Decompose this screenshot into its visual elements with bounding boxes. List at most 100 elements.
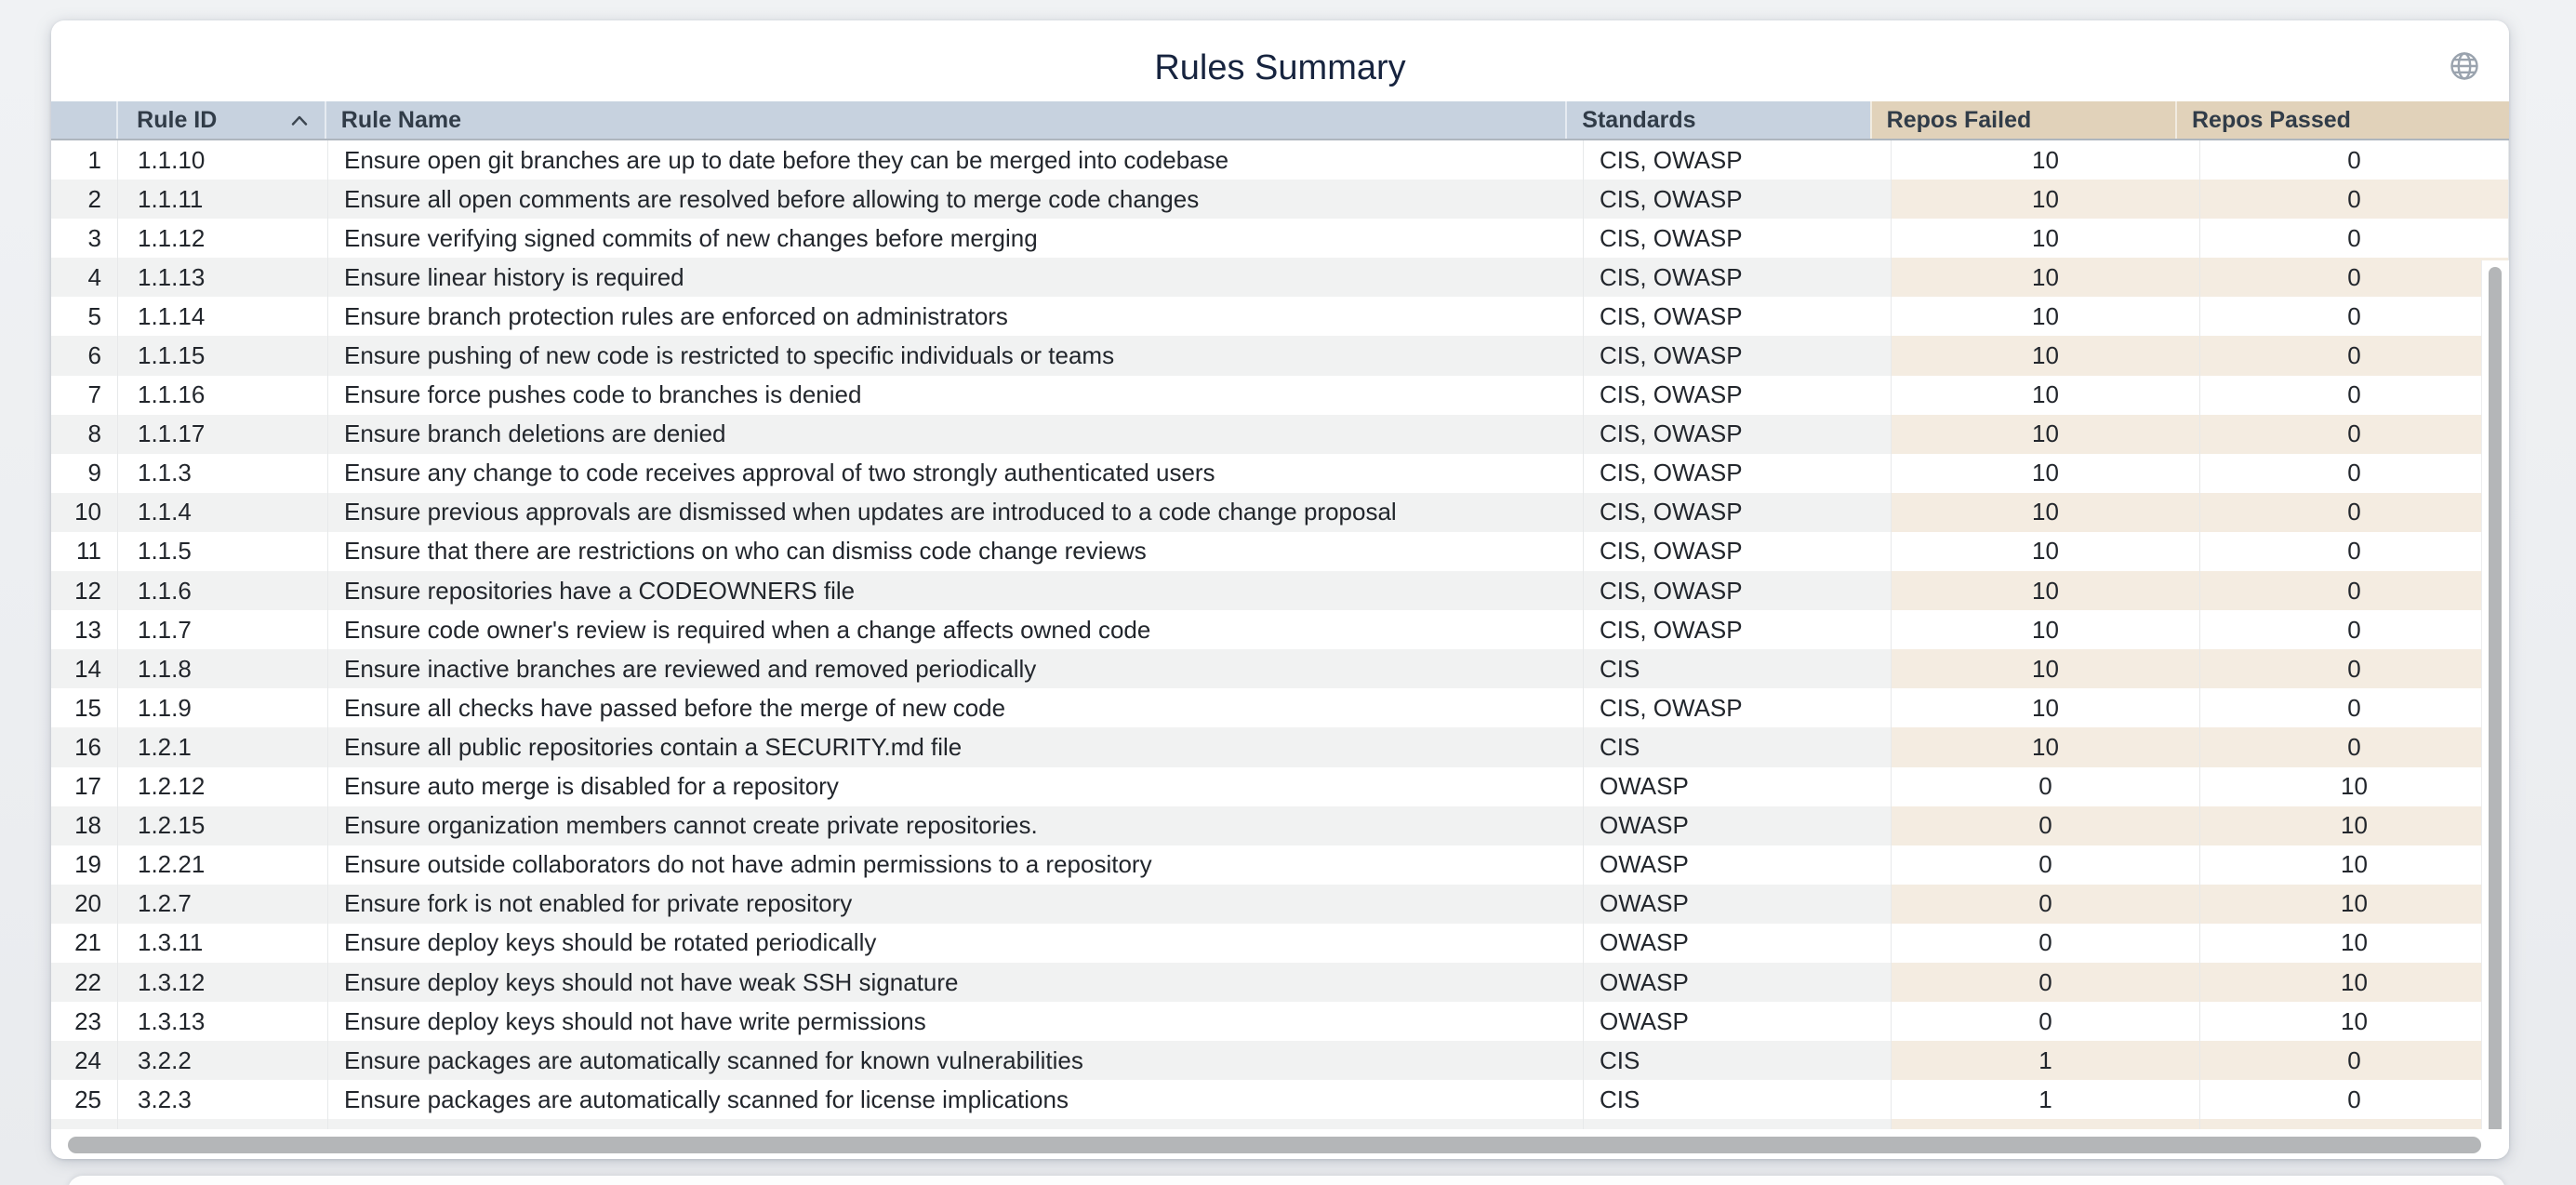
cell-standards: OWASP — [1583, 962, 1891, 1003]
cell-row-number: 20 — [51, 884, 117, 924]
cell-rule-id: 1.1.5 — [117, 531, 327, 572]
cell-standards: CIS, OWASP — [1583, 414, 1891, 454]
cell-row-number: 24 — [51, 1041, 117, 1081]
cell-row-number: 10 — [51, 492, 117, 532]
cell-rule-id: 1.1.14 — [117, 297, 327, 337]
cell-rule-name: Ensure previous approvals are dismissed … — [327, 492, 1583, 532]
cell-repos-failed: 10 — [1891, 688, 2199, 728]
table-row: 20 1.2.7 Ensure fork is not enabled for … — [51, 884, 2509, 924]
cell-rule-id: 1.1.9 — [117, 688, 327, 728]
cell-rule-name: Ensure packages are automatically scanne… — [327, 1041, 1583, 1081]
cell-rule-name: Ensure fork is not enabled for private r… — [327, 884, 1583, 924]
cell-rule-id: 1.2.15 — [117, 806, 327, 845]
cell-rule-name: Ensure outside collaborators do not have… — [327, 845, 1583, 885]
table-row: 1 1.1.10 Ensure open git branches are up… — [51, 140, 2509, 180]
cell-rule-name: Ensure branch protection rules are enfor… — [327, 297, 1583, 337]
cell-standards: OWASP — [1583, 845, 1891, 885]
cell-repos-failed: 0 — [1891, 1002, 2199, 1042]
column-header-rule-id[interactable]: Rule ID — [116, 101, 325, 139]
cell-standards: CIS — [1583, 1041, 1891, 1081]
cell-repos-failed: 10 — [1891, 336, 2199, 376]
table-row: 2 1.1.11 Ensure all open comments are re… — [51, 180, 2509, 220]
horizontal-scrollbar-thumb[interactable] — [68, 1137, 2481, 1153]
cell-row-number: 23 — [51, 1002, 117, 1042]
cell-standards: CIS, OWASP — [1583, 688, 1891, 728]
cell-standards: OWASP — [1583, 1002, 1891, 1042]
cell-rule-name: Ensure all checks have passed before the… — [327, 688, 1583, 728]
cell-row-number: 4 — [51, 258, 117, 298]
table-row: 6 1.1.15 Ensure pushing of new code is r… — [51, 336, 2509, 376]
cell-rule-id: 1.3.13 — [117, 1002, 327, 1042]
cell-standards: OWASP — [1583, 766, 1891, 806]
globe-button[interactable] — [2446, 48, 2483, 86]
cell-row-number: 6 — [51, 336, 117, 376]
cell-rule-id: 1.1.15 — [117, 336, 327, 376]
cell-repos-failed: 0 — [1891, 806, 2199, 845]
table-row: 7 1.1.16 Ensure force pushes code to bra… — [51, 375, 2509, 415]
table-header-row: Rule ID Rule Name Standards Repos Failed… — [51, 101, 2509, 140]
cell-repos-passed: 0 — [2199, 531, 2509, 572]
cell-row-number: 5 — [51, 297, 117, 337]
cell-standards: CIS — [1583, 1080, 1891, 1120]
column-header-rule-name[interactable]: Rule Name — [324, 101, 1566, 139]
table-row: 4 1.1.13 Ensure linear history is requir… — [51, 258, 2509, 298]
column-header-repos-failed[interactable]: Repos Failed — [1869, 101, 2175, 139]
cell-row-number: 2 — [51, 180, 117, 220]
cell-repos-failed: 1 — [1891, 1080, 2199, 1120]
column-header-standards[interactable]: Standards — [1565, 101, 1870, 139]
vertical-scrollbar-thumb[interactable] — [2489, 267, 2502, 1129]
cell-row-number: 13 — [51, 610, 117, 650]
cell-repos-failed: 10 — [1891, 375, 2199, 415]
cell-row-number: 15 — [51, 688, 117, 728]
cell-rule-name: Ensure force pushes code to branches is … — [327, 375, 1583, 415]
table-row: 18 1.2.15 Ensure organization members ca… — [51, 806, 2509, 845]
cell-repos-passed: 10 — [2199, 884, 2509, 924]
column-header-index — [51, 101, 117, 139]
cell-repos-failed: 10 — [1891, 453, 2199, 493]
cell-rule-name: Ensure repositories have a CODEOWNERS fi… — [327, 571, 1583, 611]
cell-row-number: 19 — [51, 845, 117, 885]
cell-repos-passed: 0 — [2199, 688, 2509, 728]
table-row: 11 1.1.5 Ensure that there are restricti… — [51, 531, 2509, 572]
cell-repos-failed: 10 — [1891, 140, 2199, 180]
cell-repos-passed: 0 — [2199, 180, 2509, 220]
cell-rule-name: Ensure pushing of new code is restricted… — [327, 336, 1583, 376]
cell-repos-failed: 10 — [1891, 531, 2199, 572]
table-body: 1 1.1.10 Ensure open git branches are up… — [51, 140, 2509, 1129]
cell-rule-name: Ensure auto merge is disabled for a repo… — [327, 766, 1583, 806]
cell-row-number: 18 — [51, 806, 117, 845]
cell-rule-name: Ensure any change to code receives appro… — [327, 453, 1583, 493]
cell-repos-passed: 0 — [2199, 649, 2509, 689]
cell-repos-failed: 0 — [1891, 845, 2199, 885]
cell-row-number: 16 — [51, 727, 117, 767]
cell-repos-passed: 0 — [2199, 610, 2509, 650]
cell-repos-failed: 10 — [1891, 727, 2199, 767]
cell-standards: CIS — [1583, 727, 1891, 767]
cell-rule-id: 1.3.11 — [117, 923, 327, 963]
cell-repos-failed: 10 — [1891, 571, 2199, 611]
cell-row-number: 22 — [51, 962, 117, 1003]
cell-rule-name: Ensure deploy keys should not have write… — [327, 1002, 1583, 1042]
cell-standards: CIS, OWASP — [1583, 180, 1891, 220]
cell-rule-id: 1.1.7 — [117, 610, 327, 650]
cell-repos-failed: 0 — [1891, 962, 2199, 1003]
cell-rule-name: Ensure linear history is required — [327, 258, 1583, 298]
cell-standards: OWASP — [1583, 923, 1891, 963]
cell-repos-failed: 10 — [1891, 258, 2199, 298]
cell-rule-name: Ensure inactive branches are reviewed an… — [327, 649, 1583, 689]
cell-repos-passed: 10 — [2199, 1002, 2509, 1042]
cell-rule-name: Ensure all open comments are resolved be… — [327, 180, 1583, 220]
column-header-repos-passed[interactable]: Repos Passed — [2175, 101, 2509, 139]
cell-rule-name: Ensure branch deletions are denied — [327, 414, 1583, 454]
cell-repos-passed: 10 — [2199, 962, 2509, 1003]
cell-rule-name: Ensure code owner's review is required w… — [327, 610, 1583, 650]
cell-standards: CIS, OWASP — [1583, 453, 1891, 493]
cell-rule-id: 1.1.12 — [117, 219, 327, 259]
cell-rule-id: 1.2.7 — [117, 884, 327, 924]
cell-rule-id: 1.1.13 — [117, 258, 327, 298]
next-panel-edge — [68, 1176, 2505, 1185]
cell-repos-passed: 0 — [2199, 258, 2509, 298]
cell-rule-id: 1.1.3 — [117, 453, 327, 493]
cell-rule-name: Ensure deploy keys should be rotated per… — [327, 923, 1583, 963]
